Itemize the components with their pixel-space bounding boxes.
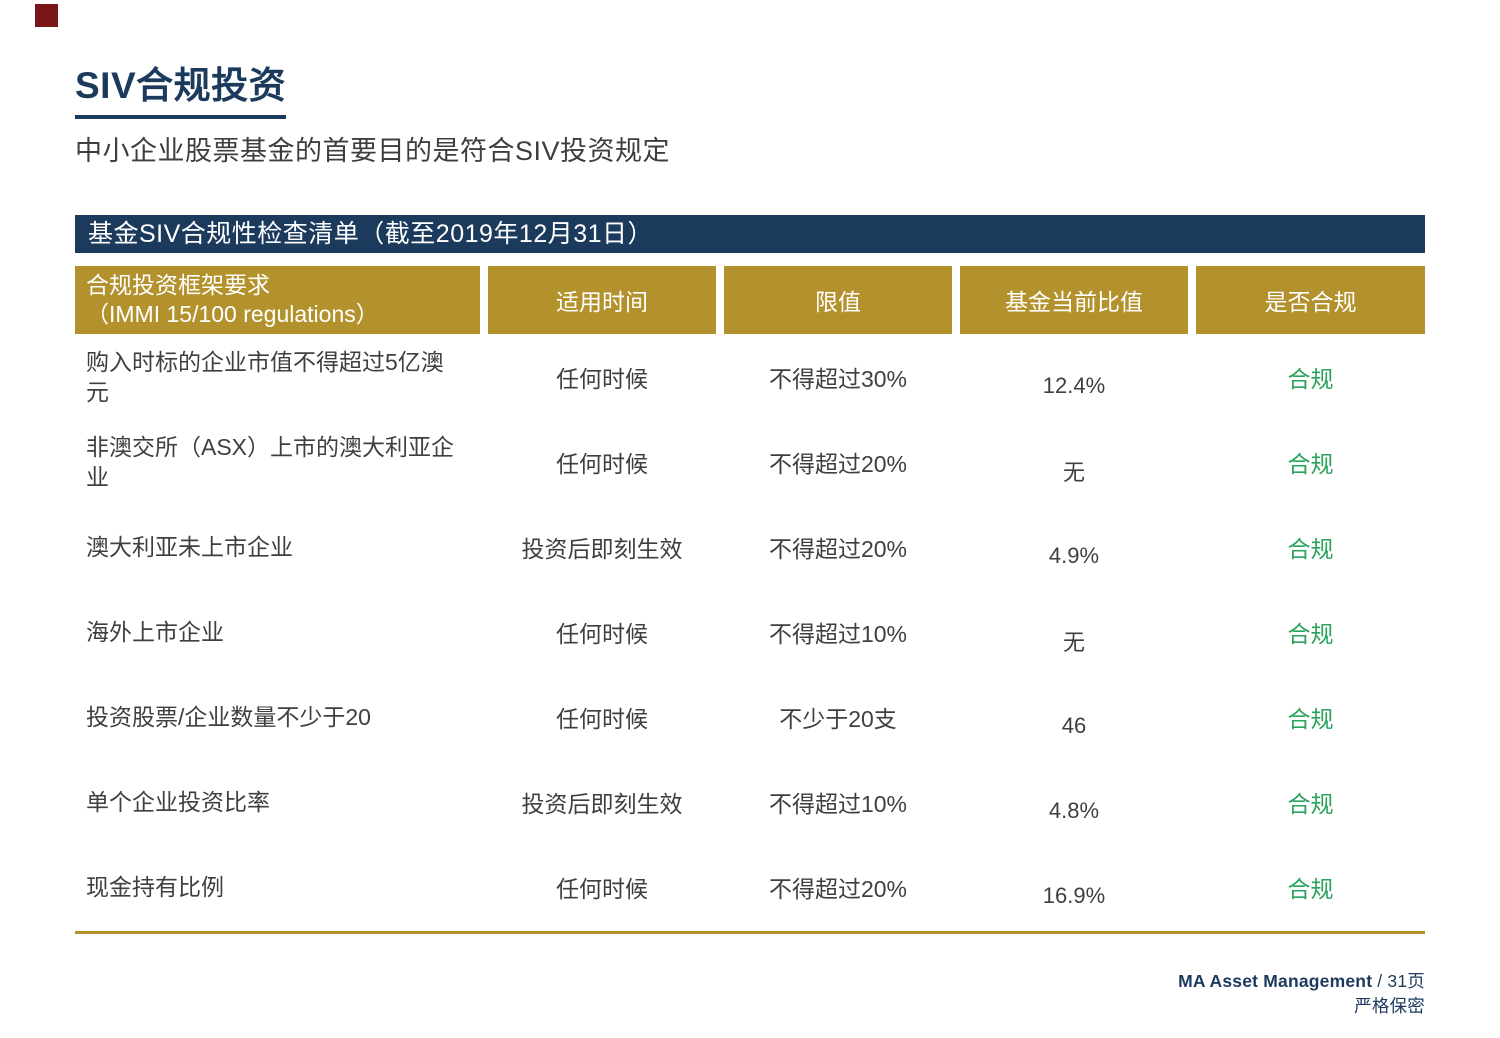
- cell-limit: 不得超过10%: [768, 620, 908, 647]
- footer-company: MA Asset Management: [1178, 971, 1373, 991]
- cell-limit: 不得超过20%: [768, 875, 908, 902]
- footer: MA Asset Management / 31页 严格保密: [1178, 969, 1425, 1019]
- table-row: 购入时标的企业市值不得超过5亿澳元 任何时候 不得超过30% 12.4% 合规: [75, 334, 1425, 419]
- header-requirement-line1: 合规投资框架要求: [86, 272, 270, 298]
- table-row: 海外上市企业 任何时候 不得超过10% 无 合规: [75, 589, 1425, 674]
- cell-status: 合规: [1287, 450, 1334, 477]
- cell-time: 任何时候: [556, 620, 648, 647]
- cell-current: 46: [1061, 712, 1087, 738]
- cell-limit: 不少于20支: [779, 705, 897, 732]
- cell-limit: 不得超过20%: [768, 535, 908, 562]
- table-row: 现金持有比例 任何时候 不得超过20% 16.9% 合规: [75, 844, 1425, 929]
- cell-status: 合规: [1287, 705, 1334, 732]
- cell-status: 合规: [1287, 620, 1334, 647]
- brand-mark-square: [35, 4, 58, 27]
- cell-requirement: 购入时标的企业市值不得超过5亿澳元: [86, 348, 444, 405]
- cell-time: 投资后即刻生效: [521, 790, 683, 817]
- page-subtitle: 中小企业股票基金的首要目的是符合SIV投资规定: [75, 136, 671, 166]
- cell-current: 4.8%: [1048, 797, 1100, 823]
- cell-time: 任何时候: [556, 450, 648, 477]
- header-status: 是否合规: [1196, 266, 1425, 334]
- cell-status: 合规: [1287, 875, 1334, 902]
- header-requirement: 合规投资框架要求 （IMMI 15/100 regulations）: [75, 266, 480, 334]
- footer-page-line: MA Asset Management / 31页: [1178, 969, 1425, 994]
- cell-requirement: 非澳交所（ASX）上市的澳大利亚企业: [86, 433, 455, 490]
- cell-limit: 不得超过20%: [768, 450, 908, 477]
- cell-time: 任何时候: [556, 365, 648, 392]
- header-current: 基金当前比值: [960, 266, 1188, 334]
- bottom-gold-rule: [75, 931, 1425, 934]
- cell-requirement: 现金持有比例: [86, 873, 224, 900]
- cell-status: 合规: [1287, 365, 1334, 392]
- header-time: 适用时间: [488, 266, 716, 334]
- table-row: 非澳交所（ASX）上市的澳大利亚企业 任何时候 不得超过20% 无 合规: [75, 419, 1425, 504]
- page-title: SIV合规投资: [75, 64, 287, 120]
- cell-requirement: 澳大利亚未上市企业: [86, 533, 293, 560]
- cell-requirement: 海外上市企业: [86, 618, 224, 645]
- cell-time: 任何时候: [556, 875, 648, 902]
- cell-limit: 不得超过30%: [768, 365, 908, 392]
- cell-status: 合规: [1287, 535, 1334, 562]
- cell-current: 16.9%: [1042, 882, 1106, 908]
- cell-current: 4.9%: [1048, 542, 1100, 568]
- cell-requirement: 投资股票/企业数量不少于20: [86, 703, 371, 730]
- cell-current: 无: [1062, 629, 1085, 655]
- table-header-row: 合规投资框架要求 （IMMI 15/100 regulations） 适用时间 …: [75, 266, 1425, 334]
- cell-status: 合规: [1287, 790, 1334, 817]
- table-row: 澳大利亚未上市企业 投资后即刻生效 不得超过20% 4.9% 合规: [75, 504, 1425, 589]
- table-row: 单个企业投资比率 投资后即刻生效 不得超过10% 4.8% 合规: [75, 759, 1425, 844]
- cell-current: 12.4%: [1042, 372, 1106, 398]
- cell-limit: 不得超过10%: [768, 790, 908, 817]
- table-body: 购入时标的企业市值不得超过5亿澳元 任何时候 不得超过30% 12.4% 合规 …: [75, 334, 1425, 929]
- cell-time: 投资后即刻生效: [521, 535, 683, 562]
- table-row: 投资股票/企业数量不少于20 任何时候 不少于20支 46 合规: [75, 674, 1425, 759]
- cell-requirement: 单个企业投资比率: [86, 788, 270, 815]
- header-requirement-line2: （IMMI 15/100 regulations）: [86, 301, 379, 327]
- footer-confidential: 严格保密: [1354, 996, 1425, 1016]
- header-limit: 限值: [724, 266, 952, 334]
- cell-time: 任何时候: [556, 705, 648, 732]
- footer-page-number: / 31页: [1372, 971, 1425, 991]
- cell-current: 无: [1062, 459, 1085, 485]
- table-banner: 基金SIV合规性检查清单（截至2019年12月31日）: [75, 215, 1425, 253]
